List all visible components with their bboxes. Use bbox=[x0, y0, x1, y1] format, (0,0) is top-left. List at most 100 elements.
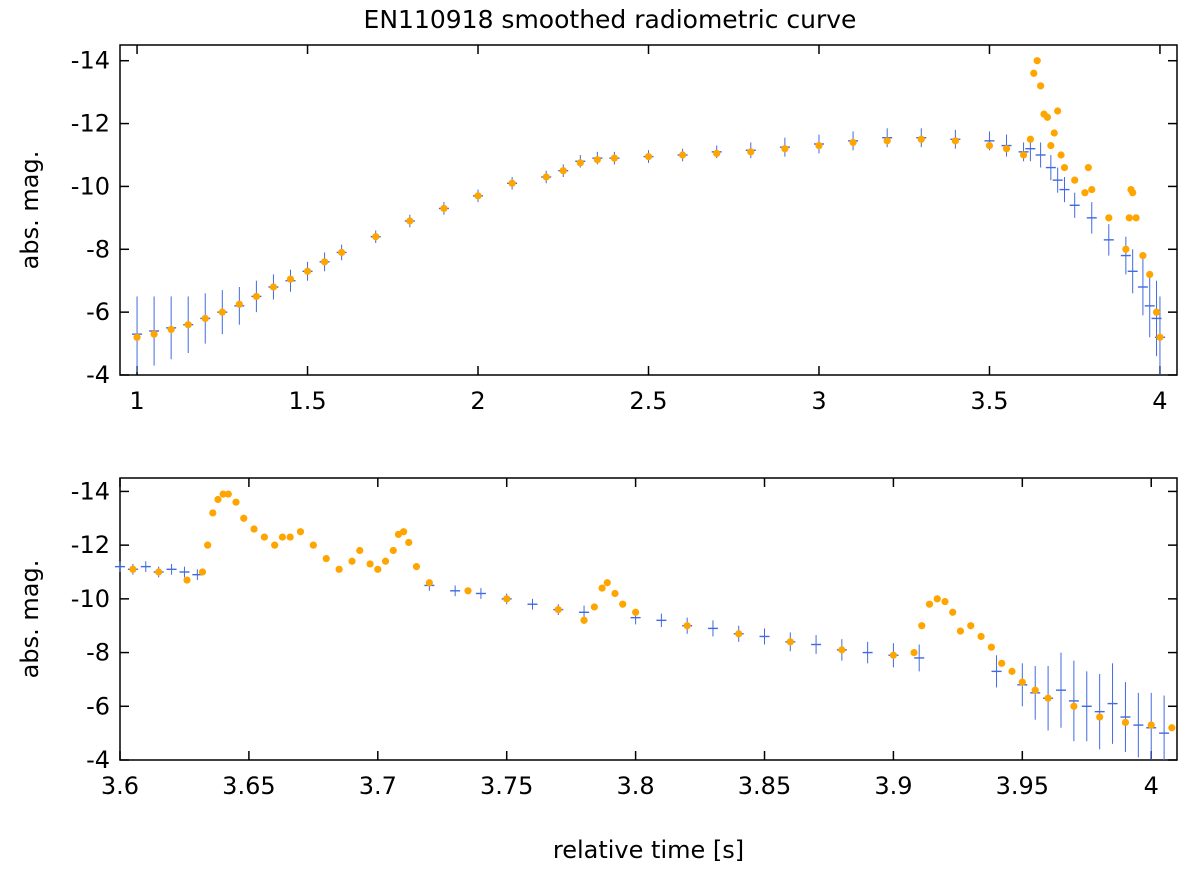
top-smoothed-point bbox=[951, 137, 959, 145]
top-measured-point bbox=[1035, 142, 1046, 168]
top-x-tick-label: 1.5 bbox=[288, 387, 326, 415]
bottom-x-tick-label: 3.95 bbox=[996, 772, 1049, 800]
bottom-smoothed-point bbox=[580, 616, 588, 624]
bottom-smoothed-point bbox=[949, 608, 957, 616]
bottom-smoothed-point bbox=[889, 651, 898, 659]
chart-title: EN110918 smoothed radiometric curve bbox=[364, 5, 857, 34]
top-smoothed-point bbox=[1071, 176, 1079, 184]
bottom-smoothed-point bbox=[381, 557, 390, 565]
top-smoothed-point bbox=[1054, 107, 1062, 115]
bottom-measured-point bbox=[140, 561, 151, 572]
bottom-smoothed-point bbox=[1096, 713, 1104, 721]
bottom-smoothed-point bbox=[619, 600, 627, 608]
top-measured-point bbox=[1045, 155, 1056, 181]
top-smoothed-point bbox=[133, 333, 141, 341]
bottom-smoothed-point bbox=[933, 595, 941, 603]
bottom-measured-point bbox=[475, 588, 486, 599]
bottom-smoothed-point bbox=[198, 568, 207, 576]
bottom-measured-point bbox=[1120, 682, 1131, 752]
top-smoothed-point bbox=[542, 173, 550, 181]
bottom-smoothed-point bbox=[735, 630, 743, 638]
bottom-measured-point bbox=[1055, 652, 1066, 728]
top-smoothed-point bbox=[1047, 141, 1055, 150]
top-x-tick-label: 2 bbox=[470, 387, 485, 415]
bottom-smoothed-point bbox=[683, 622, 691, 630]
bottom-measured-point bbox=[656, 613, 667, 628]
bottom-measured-point bbox=[1159, 695, 1170, 760]
bottom-smoothed-point bbox=[598, 584, 606, 592]
top-smoothed-point bbox=[1129, 189, 1137, 197]
bottom-smoothed-point bbox=[271, 541, 279, 549]
top-smoothed-point bbox=[252, 292, 260, 301]
top-smoothed-point bbox=[559, 167, 567, 175]
bottom-y-tick-label: -12 bbox=[71, 531, 110, 559]
bottom-plot-frame bbox=[119, 477, 1178, 761]
bottom-smoothed-point bbox=[348, 557, 356, 565]
top-measured-point bbox=[1052, 167, 1063, 193]
bottom-x-tick-label: 4 bbox=[1144, 772, 1159, 800]
top-smoothed-point bbox=[508, 179, 516, 187]
top-smoothed-point bbox=[320, 258, 329, 266]
top-smoothed-point bbox=[1026, 135, 1034, 143]
top-measured-point bbox=[1059, 177, 1070, 203]
top-y-tick-label: -8 bbox=[86, 235, 110, 263]
top-smoothed-point bbox=[440, 204, 448, 213]
top-smoothed-point bbox=[1105, 214, 1113, 222]
top-smoothed-point bbox=[644, 152, 653, 161]
bottom-x-tick-label: 3.75 bbox=[480, 772, 533, 800]
bottom-smoothed-point bbox=[632, 608, 640, 616]
top-smoothed-point bbox=[1037, 82, 1045, 90]
top-smoothed-series bbox=[133, 57, 1164, 341]
bottom-smoothed-series bbox=[129, 490, 1176, 732]
bottom-smoothed-point bbox=[925, 600, 934, 608]
bottom-smoothed-point bbox=[250, 525, 258, 533]
bottom-smoothed-point bbox=[232, 498, 240, 506]
bottom-measured-point bbox=[991, 655, 1002, 688]
top-smoothed-point bbox=[985, 141, 994, 150]
top-smoothed-point bbox=[1152, 308, 1161, 316]
bottom-smoothed-point bbox=[366, 560, 374, 568]
top-measured-point bbox=[1127, 249, 1138, 294]
bottom-smoothed-point bbox=[786, 638, 794, 646]
bottom-smoothed-point bbox=[987, 643, 995, 651]
top-smoothed-point bbox=[372, 233, 380, 241]
bottom-measured-point bbox=[1068, 660, 1079, 742]
bottom-smoothed-point bbox=[214, 495, 222, 504]
top-x-tick-label: 4 bbox=[1152, 387, 1167, 415]
top-smoothed-point bbox=[1050, 129, 1058, 137]
bottom-smoothed-point bbox=[967, 622, 975, 630]
top-measured-series bbox=[132, 128, 1165, 375]
bottom-smoothed-point bbox=[240, 514, 248, 522]
bottom-smoothed-point bbox=[1018, 678, 1026, 686]
top-plot-frame bbox=[119, 44, 1178, 376]
bottom-smoothed-point bbox=[941, 597, 949, 606]
top-y-tick-label: -12 bbox=[71, 110, 110, 138]
bottom-smoothed-point bbox=[389, 546, 397, 555]
top-smoothed-point bbox=[1081, 189, 1089, 197]
bottom-smoothed-point bbox=[260, 533, 268, 541]
top-y-tick-label: -10 bbox=[71, 172, 110, 200]
bottom-y-tick-label: -10 bbox=[71, 585, 110, 613]
bottom-measured-point bbox=[179, 566, 190, 578]
top-smoothed-point bbox=[1033, 57, 1041, 65]
bottom-y-axis-label: abs. mag. bbox=[16, 560, 44, 679]
top-smoothed-point bbox=[1057, 151, 1065, 159]
top-smoothed-point bbox=[1139, 251, 1147, 260]
bottom-measured-point bbox=[527, 598, 538, 610]
bottom-smoothed-point bbox=[554, 606, 562, 614]
top-y-tick-label: -4 bbox=[86, 361, 110, 389]
bottom-smoothed-point bbox=[1044, 694, 1052, 702]
top-y-axis-label: abs. mag. bbox=[16, 151, 44, 270]
bottom-smoothed-point bbox=[399, 528, 408, 536]
top-smoothed-point bbox=[286, 275, 295, 283]
bottom-smoothed-point bbox=[1121, 718, 1130, 727]
bottom-x-tick-label: 3.8 bbox=[617, 772, 655, 800]
top-measured-point bbox=[1069, 192, 1080, 218]
bottom-smoothed-point bbox=[412, 563, 421, 571]
top-smoothed-point bbox=[1122, 245, 1130, 253]
top-smoothed-point bbox=[1088, 185, 1096, 194]
bottom-smoothed-point bbox=[998, 659, 1006, 667]
top-smoothed-point bbox=[406, 217, 414, 225]
top-smoothed-point bbox=[1125, 214, 1133, 222]
